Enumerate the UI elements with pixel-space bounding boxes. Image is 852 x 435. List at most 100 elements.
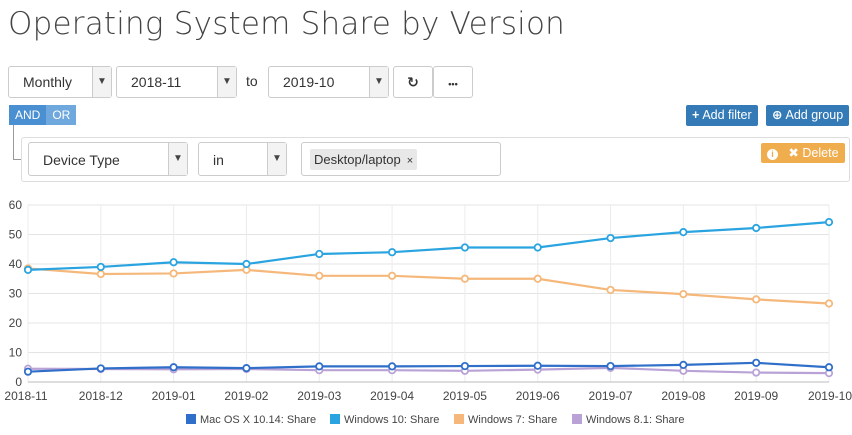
data-point xyxy=(460,361,470,371)
to-label: to xyxy=(246,73,258,89)
data-point xyxy=(242,364,251,373)
data-point xyxy=(242,259,251,269)
x-tick-label: 2018-11 xyxy=(4,389,47,403)
to-month-value: 2019-10 xyxy=(283,74,335,90)
add-group-label: Add group xyxy=(785,108,844,122)
chevron-down-icon: ▼ xyxy=(217,67,236,97)
x-tick-label: 2019-01 xyxy=(152,389,196,403)
remove-tag-icon[interactable]: × xyxy=(406,155,414,167)
data-point xyxy=(315,271,324,280)
data-point xyxy=(315,362,324,371)
plus-icon: + xyxy=(692,108,700,122)
value-tag-label: Desktop/laptop xyxy=(314,152,401,167)
legend-item[interactable]: Windows 10: Share xyxy=(330,414,439,426)
x-tick-label: 2019-08 xyxy=(661,389,705,403)
data-point xyxy=(533,243,542,252)
refresh-icon: ↻ xyxy=(407,74,419,90)
chevron-down-icon: ▼ xyxy=(369,67,388,97)
legend-label: Windows 10: Share xyxy=(344,414,440,426)
value-tag: Desktop/laptop × xyxy=(310,149,418,170)
period-select[interactable]: Monthly ▼ xyxy=(8,66,112,98)
data-point xyxy=(96,364,105,373)
data-point xyxy=(315,249,324,259)
x-tick-label: 2019-10 xyxy=(808,389,852,403)
or-button[interactable]: OR xyxy=(46,105,77,125)
data-point xyxy=(533,274,542,283)
data-point xyxy=(824,218,834,227)
x-tick-label: 2018-12 xyxy=(79,389,123,403)
add-group-button[interactable]: ⊕ Add group xyxy=(766,105,850,126)
delete-label: Delete xyxy=(802,146,839,160)
data-point xyxy=(824,299,834,308)
more-label: ••• xyxy=(448,79,458,89)
data-point xyxy=(169,363,178,372)
data-point xyxy=(460,274,470,283)
legend-item[interactable]: Windows 8.1: Share xyxy=(572,414,684,426)
value-tag-input[interactable]: Desktop/laptop × xyxy=(301,142,501,176)
to-month-select[interactable]: 2019-10 ▼ xyxy=(268,66,389,98)
from-month-select[interactable]: 2018-11 ▼ xyxy=(116,66,237,98)
legend-label: Mac OS X 10.14: Share xyxy=(200,414,317,426)
add-filter-label: Add filter xyxy=(702,108,752,122)
legend-swatch xyxy=(454,414,464,424)
chevron-down-icon: ▼ xyxy=(267,143,286,175)
y-tick-label: 60 xyxy=(9,198,23,212)
legend-item[interactable]: Windows 7: Share xyxy=(454,414,557,426)
period-select-value: Monthly xyxy=(23,74,73,90)
data-point xyxy=(679,289,688,299)
data-point xyxy=(96,269,105,279)
data-point xyxy=(23,265,33,275)
x-tick-label: 2019-07 xyxy=(589,389,633,403)
more-options-button[interactable]: ••• xyxy=(433,66,473,98)
data-point xyxy=(752,223,761,233)
data-point xyxy=(679,360,688,369)
plus-circle-icon: ⊕ xyxy=(772,108,783,122)
info-icon: i xyxy=(767,149,778,160)
data-point xyxy=(387,362,397,371)
from-month-value: 2018-11 xyxy=(131,74,182,90)
x-tick-label: 2019-03 xyxy=(297,389,341,403)
data-point xyxy=(752,368,761,377)
add-filter-button[interactable]: + Add filter xyxy=(686,105,758,126)
page-title: Operating System Share by Version xyxy=(8,6,566,42)
operator-select-value: in xyxy=(213,152,224,168)
data-point xyxy=(387,248,397,257)
series-line xyxy=(27,267,830,305)
data-point xyxy=(169,258,178,267)
x-tick-label: 2019-09 xyxy=(734,389,778,403)
operator-select[interactable]: in ▼ xyxy=(198,142,287,176)
series-line xyxy=(27,221,830,271)
data-point xyxy=(96,262,105,272)
data-point xyxy=(824,363,834,372)
legend-swatch xyxy=(330,414,340,424)
data-point xyxy=(606,285,615,295)
legend-label: Windows 7: Share xyxy=(468,414,558,426)
x-tick-label: 2019-04 xyxy=(370,389,414,403)
data-point xyxy=(752,358,761,367)
x-tick-label: 2019-05 xyxy=(443,389,487,403)
y-tick-label: 50 xyxy=(9,228,23,242)
delete-rule-button[interactable]: i ✖ Delete xyxy=(761,143,845,163)
field-select[interactable]: Device Type ▼ xyxy=(28,142,188,176)
field-select-value: Device Type xyxy=(43,152,120,168)
chevron-down-icon: ▼ xyxy=(92,67,111,97)
refresh-button[interactable]: ↻ xyxy=(393,66,433,98)
legend-swatch xyxy=(186,414,196,424)
and-or-toggle: AND OR xyxy=(9,105,77,125)
legend-item[interactable]: Mac OS X 10.14: Share xyxy=(186,414,316,426)
data-point xyxy=(169,269,178,278)
data-point xyxy=(23,367,33,376)
data-point xyxy=(752,295,761,304)
y-tick-label: 10 xyxy=(9,346,23,360)
group-bracket xyxy=(13,125,22,160)
close-icon: ✖ xyxy=(788,146,799,160)
chevron-down-icon: ▼ xyxy=(168,143,187,175)
data-point xyxy=(606,233,615,243)
y-tick-label: 20 xyxy=(9,316,23,330)
and-button[interactable]: AND xyxy=(9,105,47,125)
data-point xyxy=(460,243,470,252)
data-point xyxy=(606,361,615,371)
data-point xyxy=(679,228,688,237)
legend-label: Windows 8.1: Share xyxy=(586,414,685,426)
data-point xyxy=(387,271,397,280)
